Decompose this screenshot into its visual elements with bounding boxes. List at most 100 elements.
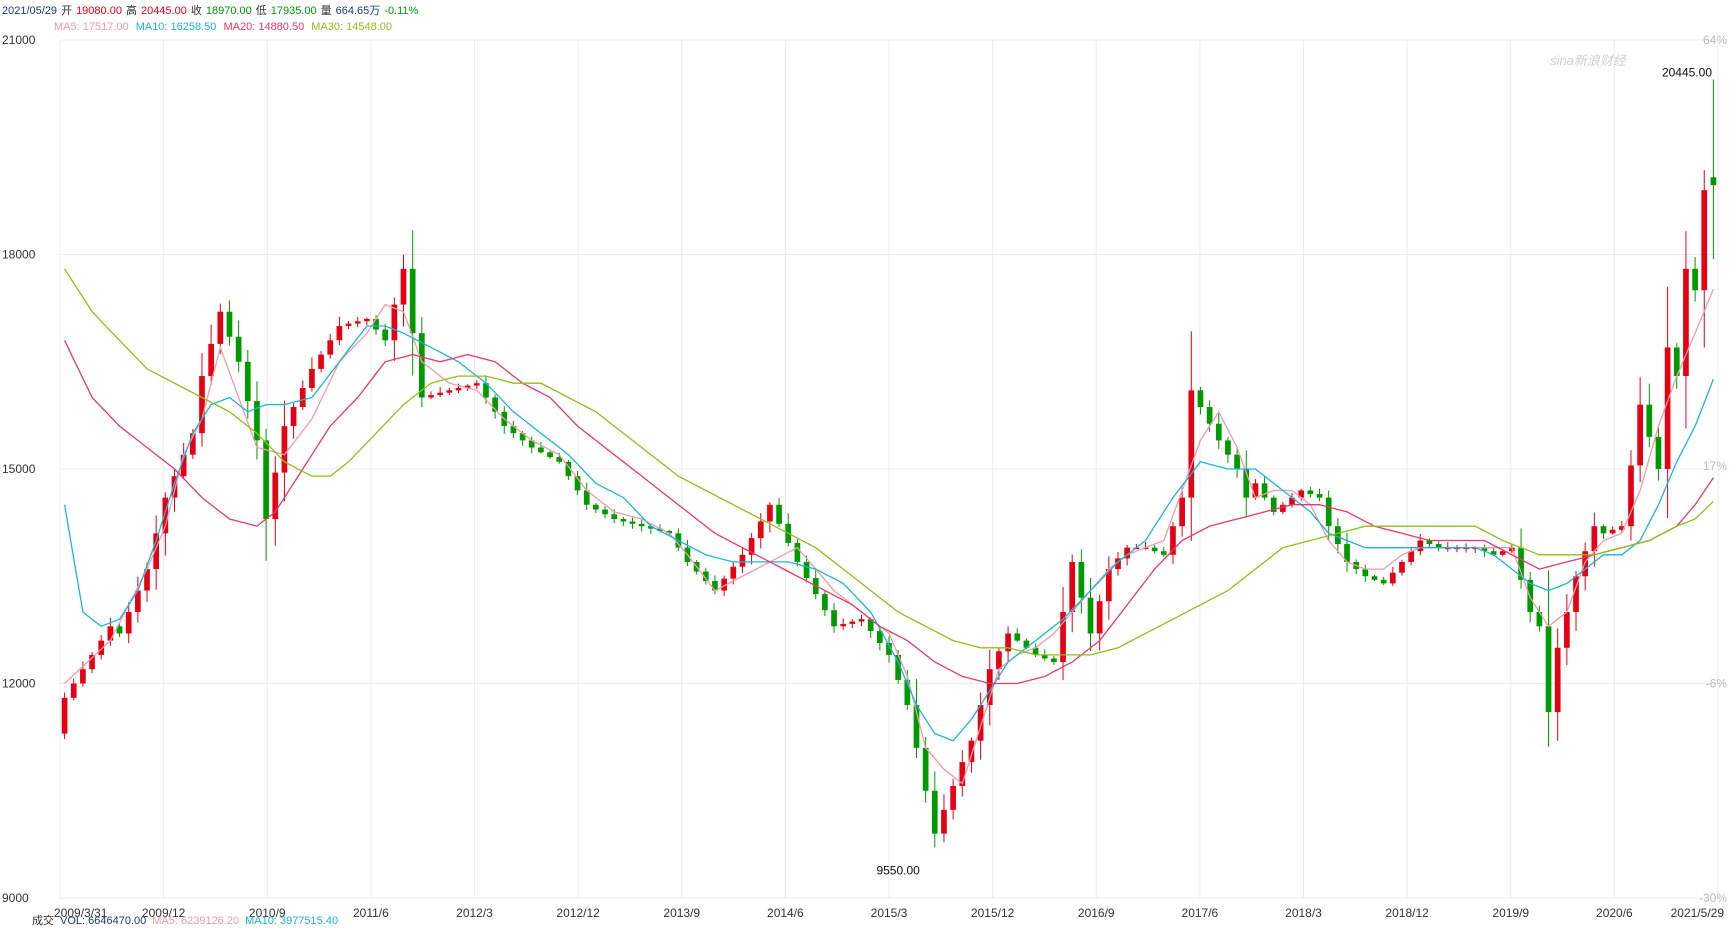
axis-labels: 21000 18000 15000 12000 9000 64% 17% -6% -30% 200… xyxy=(2,33,1727,920)
candle-body xyxy=(409,268,416,334)
candle-body xyxy=(180,454,187,477)
candle-body xyxy=(1041,654,1048,659)
candle-body xyxy=(1252,483,1259,498)
vol-ma5: MA5: 6239126.20 xyxy=(152,915,240,927)
close-value: 18970.00 xyxy=(205,5,252,17)
low-price-annotation: 9550.00 xyxy=(876,864,920,878)
candle-body xyxy=(877,631,883,643)
candle-body xyxy=(1051,658,1057,663)
candle-body xyxy=(1197,390,1204,408)
candle-body xyxy=(1408,551,1414,562)
candle-body xyxy=(281,426,288,473)
x-axis-tick-label: 2016/9 xyxy=(1078,906,1115,920)
candle-body xyxy=(217,311,224,344)
candle-body xyxy=(904,679,911,705)
candle-body xyxy=(107,626,114,641)
candle-body xyxy=(1060,612,1066,663)
date-value: 2021/05/29 xyxy=(2,5,58,17)
candle-body xyxy=(647,526,654,529)
ma20-legend: MA20: 14880.50 xyxy=(223,21,305,33)
candle-body xyxy=(1243,469,1250,498)
candle-body xyxy=(1344,544,1350,562)
candle-body xyxy=(611,514,618,520)
candle-body xyxy=(492,397,498,412)
candle-body xyxy=(1316,494,1323,498)
low-value: 17935.00 xyxy=(270,5,317,17)
candle-body xyxy=(318,354,324,369)
candle-body xyxy=(1188,390,1195,498)
candle-body xyxy=(1270,497,1277,512)
x-axis-tick-label: 2021/5/29 xyxy=(1671,906,1725,920)
x-axis-tick-label: 2015/12 xyxy=(971,906,1015,920)
candle-body xyxy=(556,457,563,462)
candle-body xyxy=(162,497,169,534)
candle-body xyxy=(730,566,737,579)
ma30-line xyxy=(64,268,1714,656)
candle-body xyxy=(1206,407,1213,424)
candle-body xyxy=(171,476,178,498)
candle-body xyxy=(1106,569,1112,602)
x-axis-tick-label: 2009/12 xyxy=(142,906,186,920)
candle-body xyxy=(1692,268,1698,291)
candle-body xyxy=(767,504,773,522)
candle-body xyxy=(721,578,727,591)
candle-body xyxy=(70,683,77,698)
candle-body xyxy=(135,590,141,612)
y-axis-right-tick-label: 64% xyxy=(1703,33,1727,47)
candle-body xyxy=(528,440,535,448)
candle-body xyxy=(89,654,95,670)
ma5-legend: MA5: 17517.00 xyxy=(54,21,129,33)
candle-body xyxy=(1280,504,1286,512)
candle-body xyxy=(1554,647,1561,713)
candle-body xyxy=(822,594,828,611)
candle-body xyxy=(1234,454,1240,469)
candle-body xyxy=(199,376,205,434)
ma10-legend: MA10: 16258.50 xyxy=(135,21,217,33)
candle-body xyxy=(895,654,901,680)
high-label: 高 xyxy=(125,5,137,17)
candle-body xyxy=(1371,576,1378,580)
candle-body xyxy=(1362,569,1369,577)
candle-body xyxy=(1170,526,1176,555)
candle-body xyxy=(931,790,938,834)
x-axis-tick-label: 2014/6 xyxy=(767,906,804,920)
sina-watermark: sina新浪财经 xyxy=(1550,53,1628,68)
candle-body xyxy=(1637,404,1643,466)
candle-body xyxy=(1609,529,1616,534)
candle-body xyxy=(959,762,966,786)
candle-body xyxy=(1545,626,1552,713)
y-axis-tick-label: 12000 xyxy=(2,677,36,691)
moving-average-lines xyxy=(63,268,1715,785)
candle-body xyxy=(1600,526,1607,534)
candle-body xyxy=(1618,526,1625,530)
candle-body xyxy=(1490,551,1497,555)
candle-body xyxy=(1472,547,1479,550)
candle-body xyxy=(1591,526,1598,552)
candle-body xyxy=(748,538,755,555)
candle-body xyxy=(483,383,489,398)
ma-legend: MA5: 17517.00 MA10: 16258.50 MA20: 14880… xyxy=(54,20,396,34)
candle-body xyxy=(913,704,920,748)
grid-lines xyxy=(59,39,1719,899)
candle-body xyxy=(666,530,672,534)
candle-body xyxy=(1005,633,1011,652)
candle-body xyxy=(538,447,544,453)
candle-body xyxy=(1032,647,1039,655)
close-label: 收 xyxy=(190,5,202,17)
volume-value: 664.65万 xyxy=(335,5,381,17)
candle-body xyxy=(867,619,874,632)
candle-body xyxy=(144,569,150,591)
candle-body xyxy=(886,642,892,655)
candle-body xyxy=(1655,436,1662,469)
volume-row-label: 成交 xyxy=(32,915,54,927)
candle-body xyxy=(794,542,801,562)
candle-body xyxy=(418,333,425,398)
candle-body xyxy=(272,472,279,520)
price-annotations: 20445.00 9550.00 xyxy=(876,66,1712,878)
candle-body xyxy=(1261,483,1268,498)
candle-body xyxy=(1518,547,1524,580)
candle-body xyxy=(1499,551,1506,555)
y-axis-right-tick-label: -6% xyxy=(1706,677,1728,691)
x-axis-tick-label: 2013/9 xyxy=(663,906,700,920)
